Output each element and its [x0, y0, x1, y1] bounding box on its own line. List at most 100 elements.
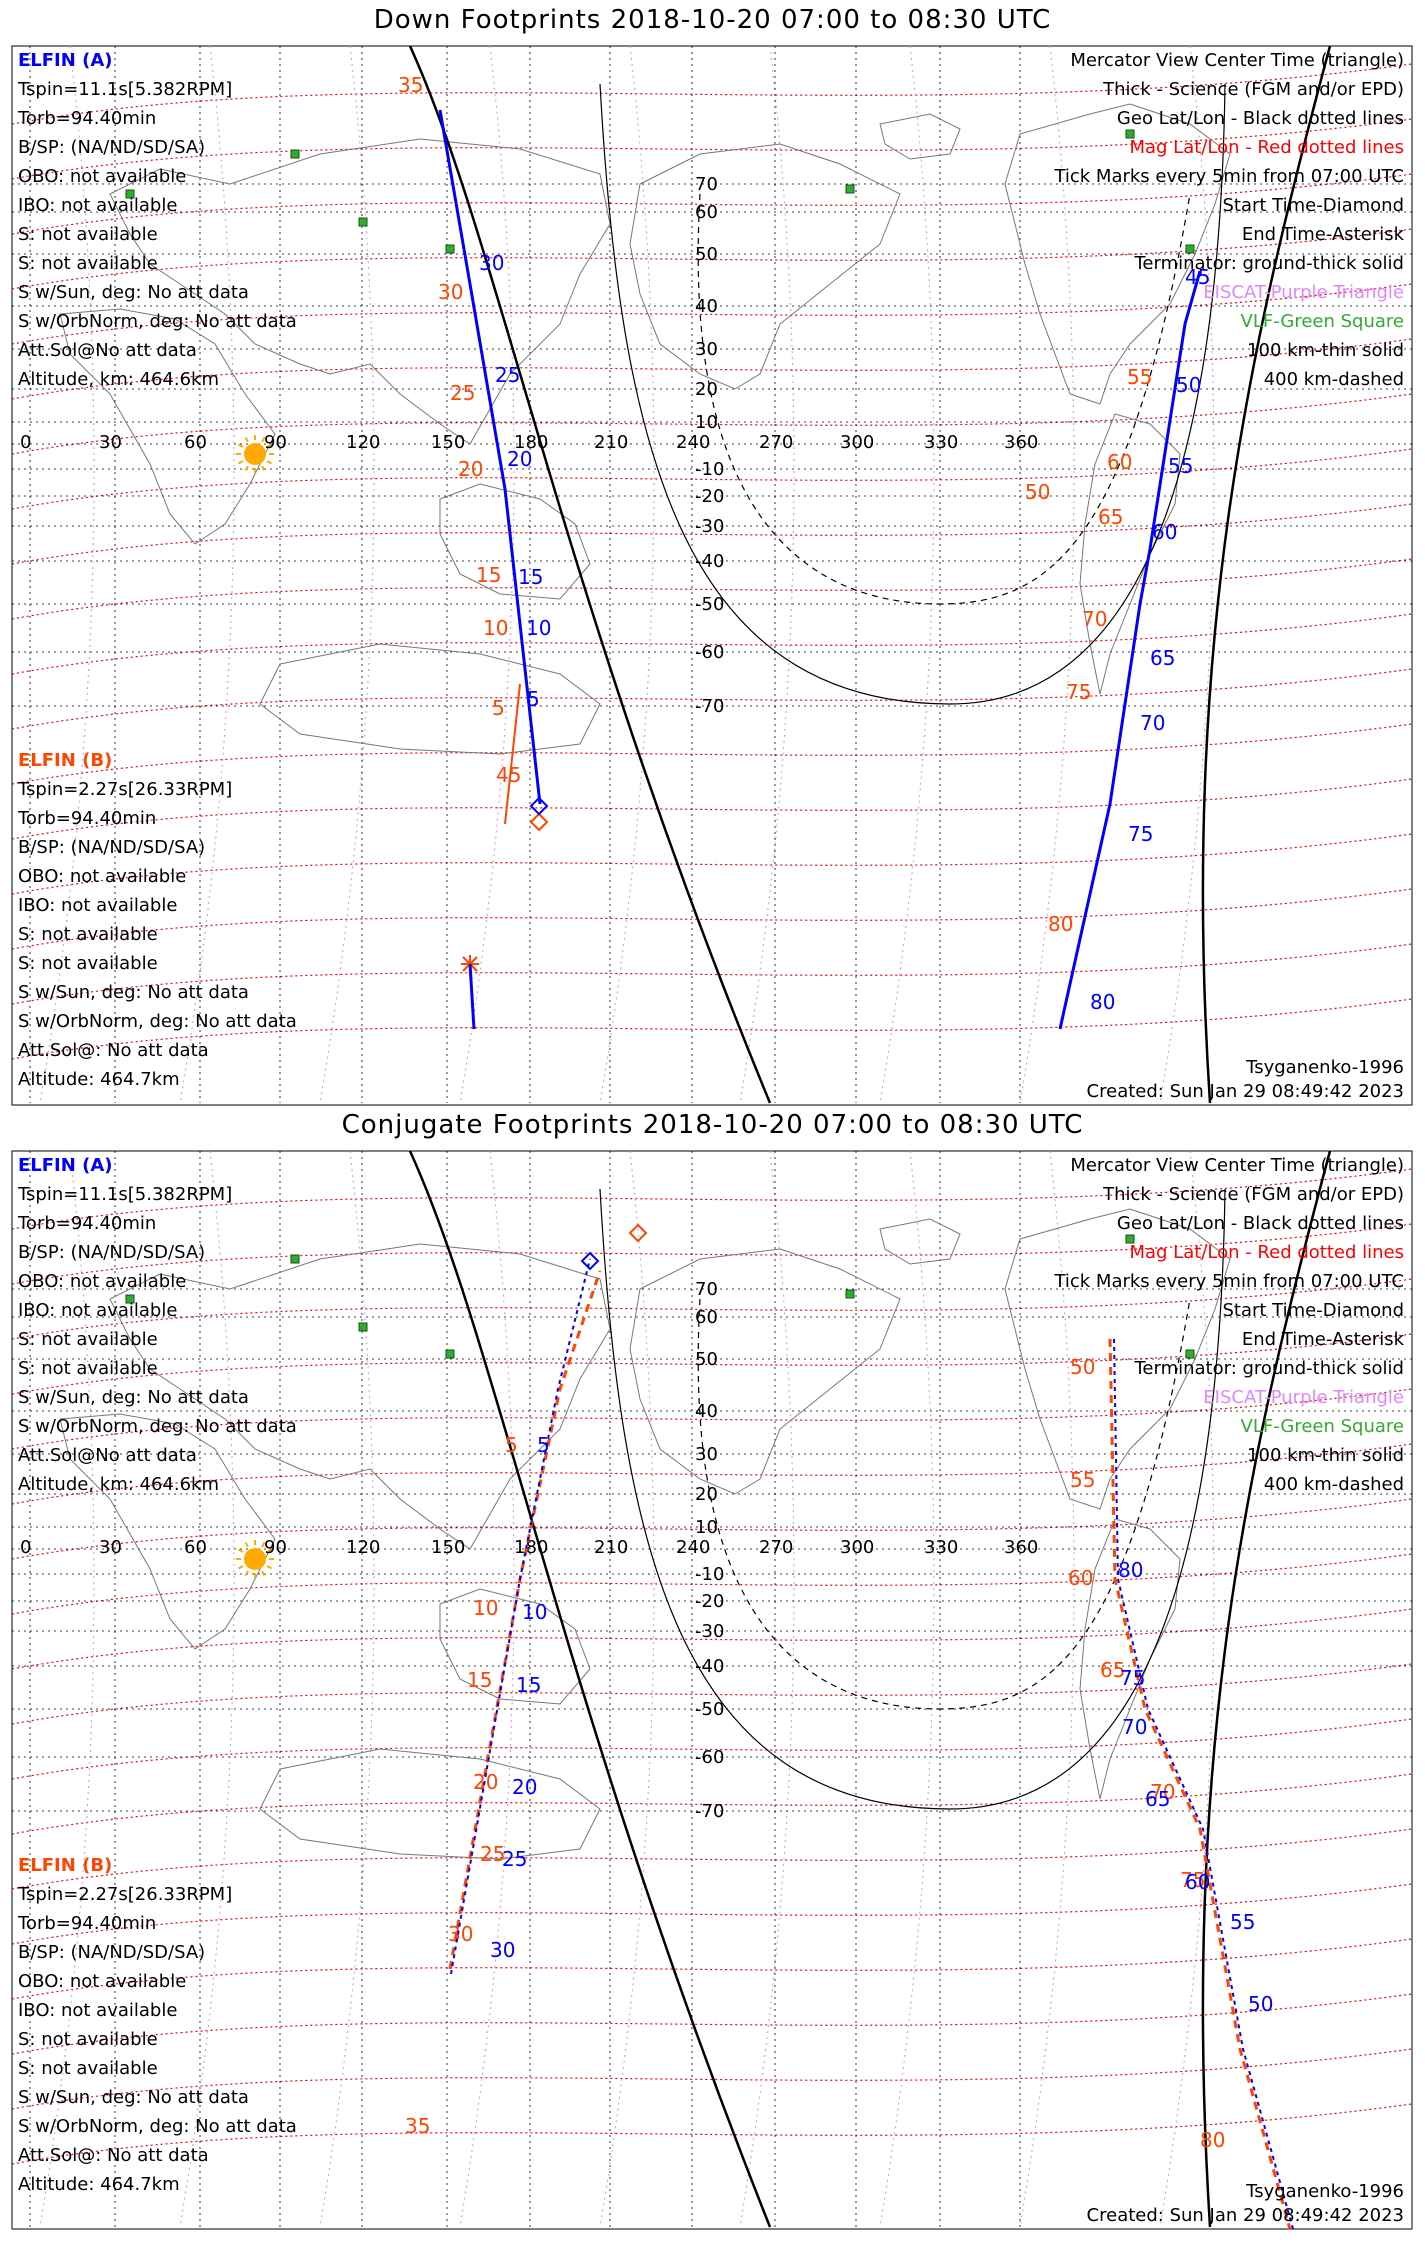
- lon-tick-label: 120: [346, 432, 380, 453]
- elfin-b-track-tick-label: 35: [405, 2114, 430, 2138]
- elfin-a-info-line: S: not available: [18, 253, 158, 274]
- vlf-square-icon: [1125, 129, 1135, 139]
- lon-tick-label: 30: [99, 432, 122, 453]
- mag-lat-line: [11, 173, 1413, 235]
- lon-tick-label: 0: [20, 1537, 31, 1558]
- elfin-b-track-tick-label: 10: [483, 616, 508, 640]
- legend-entry: Geo Lat/Lon - Black dotted lines: [1117, 1213, 1404, 1234]
- sun-ray: [244, 1542, 249, 1548]
- elfin-a-info-line: S w/Sun, deg: No att data: [18, 1387, 249, 1408]
- lon-tick-label: 300: [840, 432, 874, 453]
- elfin-a-info-header: ELFIN (A): [18, 1155, 112, 1176]
- elfin-b-info-line: Tspin=2.27s[26.33RPM]: [17, 1884, 232, 1905]
- lat-tick-label: -30: [695, 1621, 724, 1642]
- axis-labels: 0 30 60 90 120 150 180 210 240 270 300 330 360 70 60 50…: [20, 1279, 1038, 1822]
- sun-ray: [261, 1542, 266, 1548]
- lat-tick-label: -40: [695, 1656, 724, 1677]
- elfin-b-track-tick-label: 5: [505, 1433, 518, 1457]
- mag-lat-line: [11, 1388, 1413, 1450]
- mag-lat-line: [11, 613, 1413, 675]
- legend: Mercator View Center Time (triangle) Thic…: [1053, 50, 1404, 390]
- legend-entry: End Time-Asterisk: [1242, 224, 1405, 245]
- mag-lat-line: [11, 118, 1413, 180]
- lat-tick-label: 20: [695, 1484, 718, 1505]
- lon-tick-label: 90: [264, 432, 287, 453]
- elfin-b-info-line: S w/OrbNorm, deg: No att data: [18, 1011, 297, 1032]
- model-label: Tsyganenko-1996: [1245, 1057, 1404, 1078]
- mag-lat-line: [11, 2048, 1413, 2110]
- mag-lat-line: [11, 338, 1413, 400]
- model-label: Tsyganenko-1996: [1245, 2181, 1404, 2202]
- continent-outline: [1079, 413, 1181, 695]
- lat-tick-label: 70: [695, 1279, 718, 1300]
- lon-tick-label: 180: [514, 1537, 548, 1558]
- legend-entry: Start Time-Diamond: [1222, 1300, 1404, 1321]
- mag-lat-lon-grid: [11, 1150, 1413, 2228]
- elfin-a-track-tick-label: 30: [490, 1938, 515, 1962]
- boundary-400km: [697, 193, 1191, 605]
- mag-lon-line: [1019, 45, 1075, 1104]
- sun-ray: [238, 460, 244, 465]
- mag-lat-line: [11, 1773, 1413, 1835]
- mag-lat-line: [11, 668, 1413, 730]
- elfin-a-track-tick-label: 10: [526, 616, 551, 640]
- elfin-b-track-tick-label: 25: [450, 381, 475, 405]
- boundary-100km: [599, 1188, 1226, 1810]
- lat-tick-label: -50: [695, 594, 724, 615]
- mag-lon-line: [179, 45, 235, 1104]
- mag-lat-line: [11, 1168, 1413, 1230]
- mag-lat-line: [11, 1883, 1413, 1945]
- elfin-b-track-tick-label: 45: [496, 763, 521, 787]
- continent-outline: [259, 643, 601, 755]
- elfin-b-track-tick-label: 80: [1200, 2128, 1225, 2152]
- vlf-square-icon: [290, 1254, 300, 1264]
- elfin-a-info-line: S w/Sun, deg: No att data: [18, 282, 249, 303]
- legend-entry: Thick - Science (FGM and/or EPD): [1102, 1184, 1404, 1205]
- lat-tick-label: 60: [695, 202, 718, 223]
- sun-disk: [244, 1548, 266, 1570]
- lat-tick-label: -20: [695, 1591, 724, 1612]
- mag-lat-line: [11, 943, 1413, 1005]
- legend-entry: VLF-Green Square: [1241, 1416, 1404, 1437]
- mag-lat-line: [11, 723, 1413, 785]
- lat-tick-label: 50: [695, 1349, 718, 1370]
- elfin-a-info-line: Att.Sol@No att data: [18, 340, 197, 361]
- elfin-b-track-tick-label: 75: [1180, 1868, 1205, 1892]
- elfin-a-track-tick-label: 70: [1122, 1715, 1147, 1739]
- elfin-a-track-tick-label: 70: [1140, 711, 1165, 735]
- continent-outline: [1004, 1208, 1231, 1510]
- continent-outline: [879, 1218, 961, 1265]
- elfin-b-track-tick-label: 55: [1070, 1468, 1095, 1492]
- down-footprints-map: 0 30 60 90 120 150 180 210 240 270 300 330 360 70 60 50…: [11, 45, 1413, 1106]
- mag-lat-line: [11, 1608, 1413, 1670]
- elfin-b-track-tick-label: 25: [480, 1842, 505, 1866]
- sun-icon: [236, 435, 274, 473]
- vlf-square-icon: [125, 189, 135, 199]
- elfin-b-info-line: Altitude: 464.7km: [18, 2174, 180, 2195]
- elfin-a-track-tick-label: 80: [1118, 1558, 1143, 1582]
- mag-lat-line: [11, 283, 1413, 345]
- terminator-line: [408, 1150, 772, 2228]
- mag-lat-line: [11, 1993, 1413, 2055]
- mag-lat-line: [11, 1443, 1413, 1505]
- elfin-a-info-line: Altitude, km: 464.6km: [18, 1474, 219, 1495]
- sun-icon: [236, 1540, 274, 1578]
- lat-tick-label: 40: [695, 296, 718, 317]
- elfin-a-track-tick-label: 65: [1150, 646, 1175, 670]
- elfin-a-info-line: S: not available: [18, 1329, 158, 1350]
- legend-entry: Start Time-Diamond: [1222, 195, 1404, 216]
- elfin-a-track-tick-label: 60: [1185, 1870, 1210, 1894]
- lon-tick-label: 360: [1004, 1537, 1038, 1558]
- mag-lon-line: [739, 45, 795, 1104]
- mag-lat-line: [11, 888, 1413, 950]
- elfin-a-info-line: Att.Sol@No att data: [18, 1445, 197, 1466]
- geo-lat-lon-grid: [12, 46, 1412, 1103]
- elfin-a-track-tick-label: 60: [1152, 520, 1177, 544]
- start-diamond-icon: [580, 1251, 600, 1271]
- sun-ray: [266, 443, 272, 448]
- map-frame: [11, 45, 1413, 1106]
- boundary-100km: [599, 83, 1226, 705]
- sun-ray: [238, 1548, 244, 1553]
- elfin-a-track-path: [468, 963, 476, 1030]
- sun-disk: [244, 443, 266, 465]
